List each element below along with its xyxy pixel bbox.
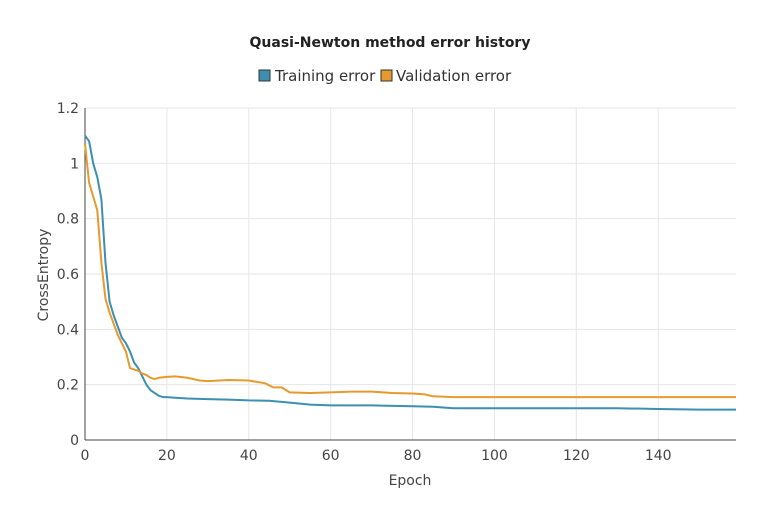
axes xyxy=(84,108,736,441)
y-axis-label: CrossEntropy xyxy=(36,229,52,322)
x-tick-label: 20 xyxy=(158,448,176,464)
x-tick-label: 0 xyxy=(81,448,90,464)
legend-label-training: Training error xyxy=(274,67,376,85)
x-tick-label: 60 xyxy=(322,448,340,464)
y-tick-label: 0.2 xyxy=(57,378,79,394)
y-tick-label: 1.2 xyxy=(57,101,79,117)
legend-swatch-validation xyxy=(380,69,393,82)
x-tick-label: 80 xyxy=(404,448,422,464)
legend-label-validation: Validation error xyxy=(396,67,512,85)
x-tick-label: 140 xyxy=(645,448,672,464)
y-tick-label: 0.4 xyxy=(57,322,79,338)
training-error-line xyxy=(84,135,736,411)
x-tick-labels: 0 20 40 60 80 100 120 140 xyxy=(81,448,672,464)
x-tick-label: 120 xyxy=(563,448,590,464)
x-tick-label: 40 xyxy=(240,448,258,464)
x-tick-label: 100 xyxy=(481,448,508,464)
legend: Training error Validation error xyxy=(258,67,512,85)
y-tick-label: 1 xyxy=(70,156,79,172)
chart-title: Quasi-Newton method error history xyxy=(250,35,531,51)
y-tick-label: 0.8 xyxy=(57,212,79,228)
x-axis-label: Epoch xyxy=(389,473,432,489)
y-tick-label: 0.6 xyxy=(57,267,79,283)
validation-error-line xyxy=(84,143,736,399)
y-tick-labels: 0 0.2 0.4 0.6 0.8 1 1.2 xyxy=(57,101,79,449)
y-tick-label: 0 xyxy=(70,433,79,449)
series-lines xyxy=(84,135,736,411)
grid xyxy=(85,107,736,440)
legend-swatch-training xyxy=(258,69,271,82)
